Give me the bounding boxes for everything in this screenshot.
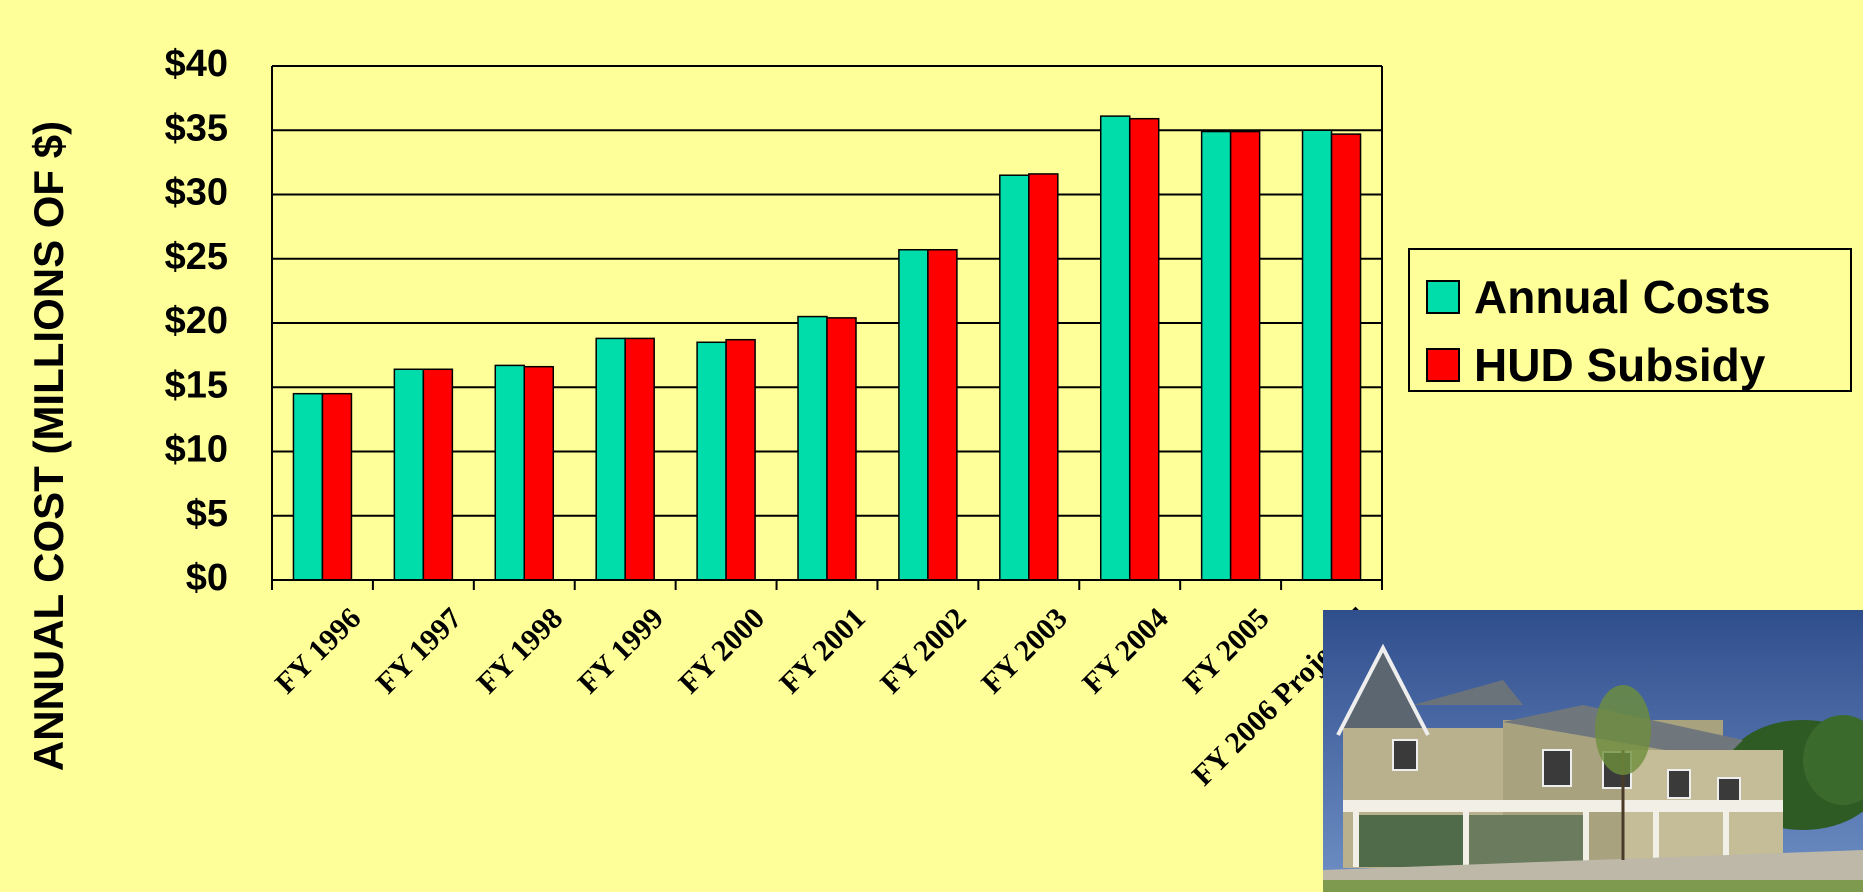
bar-annual-costs (898, 249, 929, 581)
bar-annual-costs (1099, 115, 1131, 581)
x-tick-label: FY 2000 (672, 602, 771, 701)
bar-annual-costs (1301, 129, 1333, 581)
bar-annual-costs (292, 392, 324, 581)
bar-hud-subsidy (321, 392, 353, 581)
legend: Annual Costs HUD Subsidy (1408, 248, 1852, 392)
bar-annual-costs (1200, 130, 1232, 581)
bar-hud-subsidy (1128, 117, 1160, 581)
bar-hud-subsidy (624, 337, 655, 581)
legend-item-annual-costs: Annual Costs (1426, 270, 1770, 324)
bar-hud-subsidy (1330, 133, 1362, 581)
bar-annual-costs (696, 341, 727, 581)
y-axis-title: ANNUAL COST (MILLIONS OF $) (25, 121, 72, 771)
bar-hud-subsidy (927, 249, 958, 581)
bar-hud-subsidy (523, 365, 555, 581)
x-tick-label: FY 2004 (1076, 602, 1175, 701)
x-tick-label: FY 2003 (975, 602, 1074, 701)
x-tick-labels: FY 1996 FY 1997 FY 1998 FY 1999 FY 2000 FY 20… (269, 601, 1377, 792)
bar-hud-subsidy (422, 368, 454, 581)
x-tick-label: FY 1997 (370, 602, 469, 701)
x-tick-label: FY 2001 (773, 602, 872, 701)
y-tick-label: $25 (165, 236, 228, 278)
legend-label-annual-costs: Annual Costs (1474, 271, 1771, 323)
y-tick-label: $10 (165, 429, 228, 471)
x-tick-label: FY 1999 (572, 602, 671, 701)
x-tick-label: FY 1998 (471, 602, 570, 701)
y-tick-label: $20 (165, 300, 228, 342)
y-tick-label: $30 (165, 172, 228, 214)
y-tick-label: $15 (165, 364, 228, 406)
bars (292, 115, 1362, 581)
bar-hud-subsidy (1028, 173, 1059, 581)
legend-swatch-hud-subsidy (1426, 348, 1460, 382)
y-tick-label: $35 (165, 107, 228, 149)
legend-label-hud-subsidy: HUD Subsidy (1474, 339, 1766, 391)
bar-annual-costs (797, 315, 828, 581)
legend-swatch-annual-costs (1426, 280, 1460, 314)
bar-annual-costs (393, 368, 425, 581)
bar-hud-subsidy (725, 338, 756, 581)
bar-annual-costs (494, 364, 526, 581)
y-tick-label: $0 (186, 557, 228, 599)
bar-hud-subsidy (1229, 130, 1261, 581)
x-tick-label: FY 2005 (1177, 602, 1276, 701)
y-tick-label: $5 (186, 493, 228, 535)
townhouse-photo (1323, 610, 1863, 892)
bar-hud-subsidy (826, 317, 857, 581)
axes (271, 66, 1383, 590)
legend-item-hud-subsidy: HUD Subsidy (1426, 338, 1765, 392)
y-tick-label: $40 (165, 43, 228, 85)
x-tick-label: FY 2002 (874, 602, 973, 701)
bar-annual-costs (595, 337, 626, 581)
y-tick-labels: $0 $5 $10 $15 $20 $25 $30 $35 $40 (165, 43, 228, 599)
x-tick-label: FY 1996 (269, 602, 368, 701)
bar-annual-costs (999, 174, 1030, 581)
